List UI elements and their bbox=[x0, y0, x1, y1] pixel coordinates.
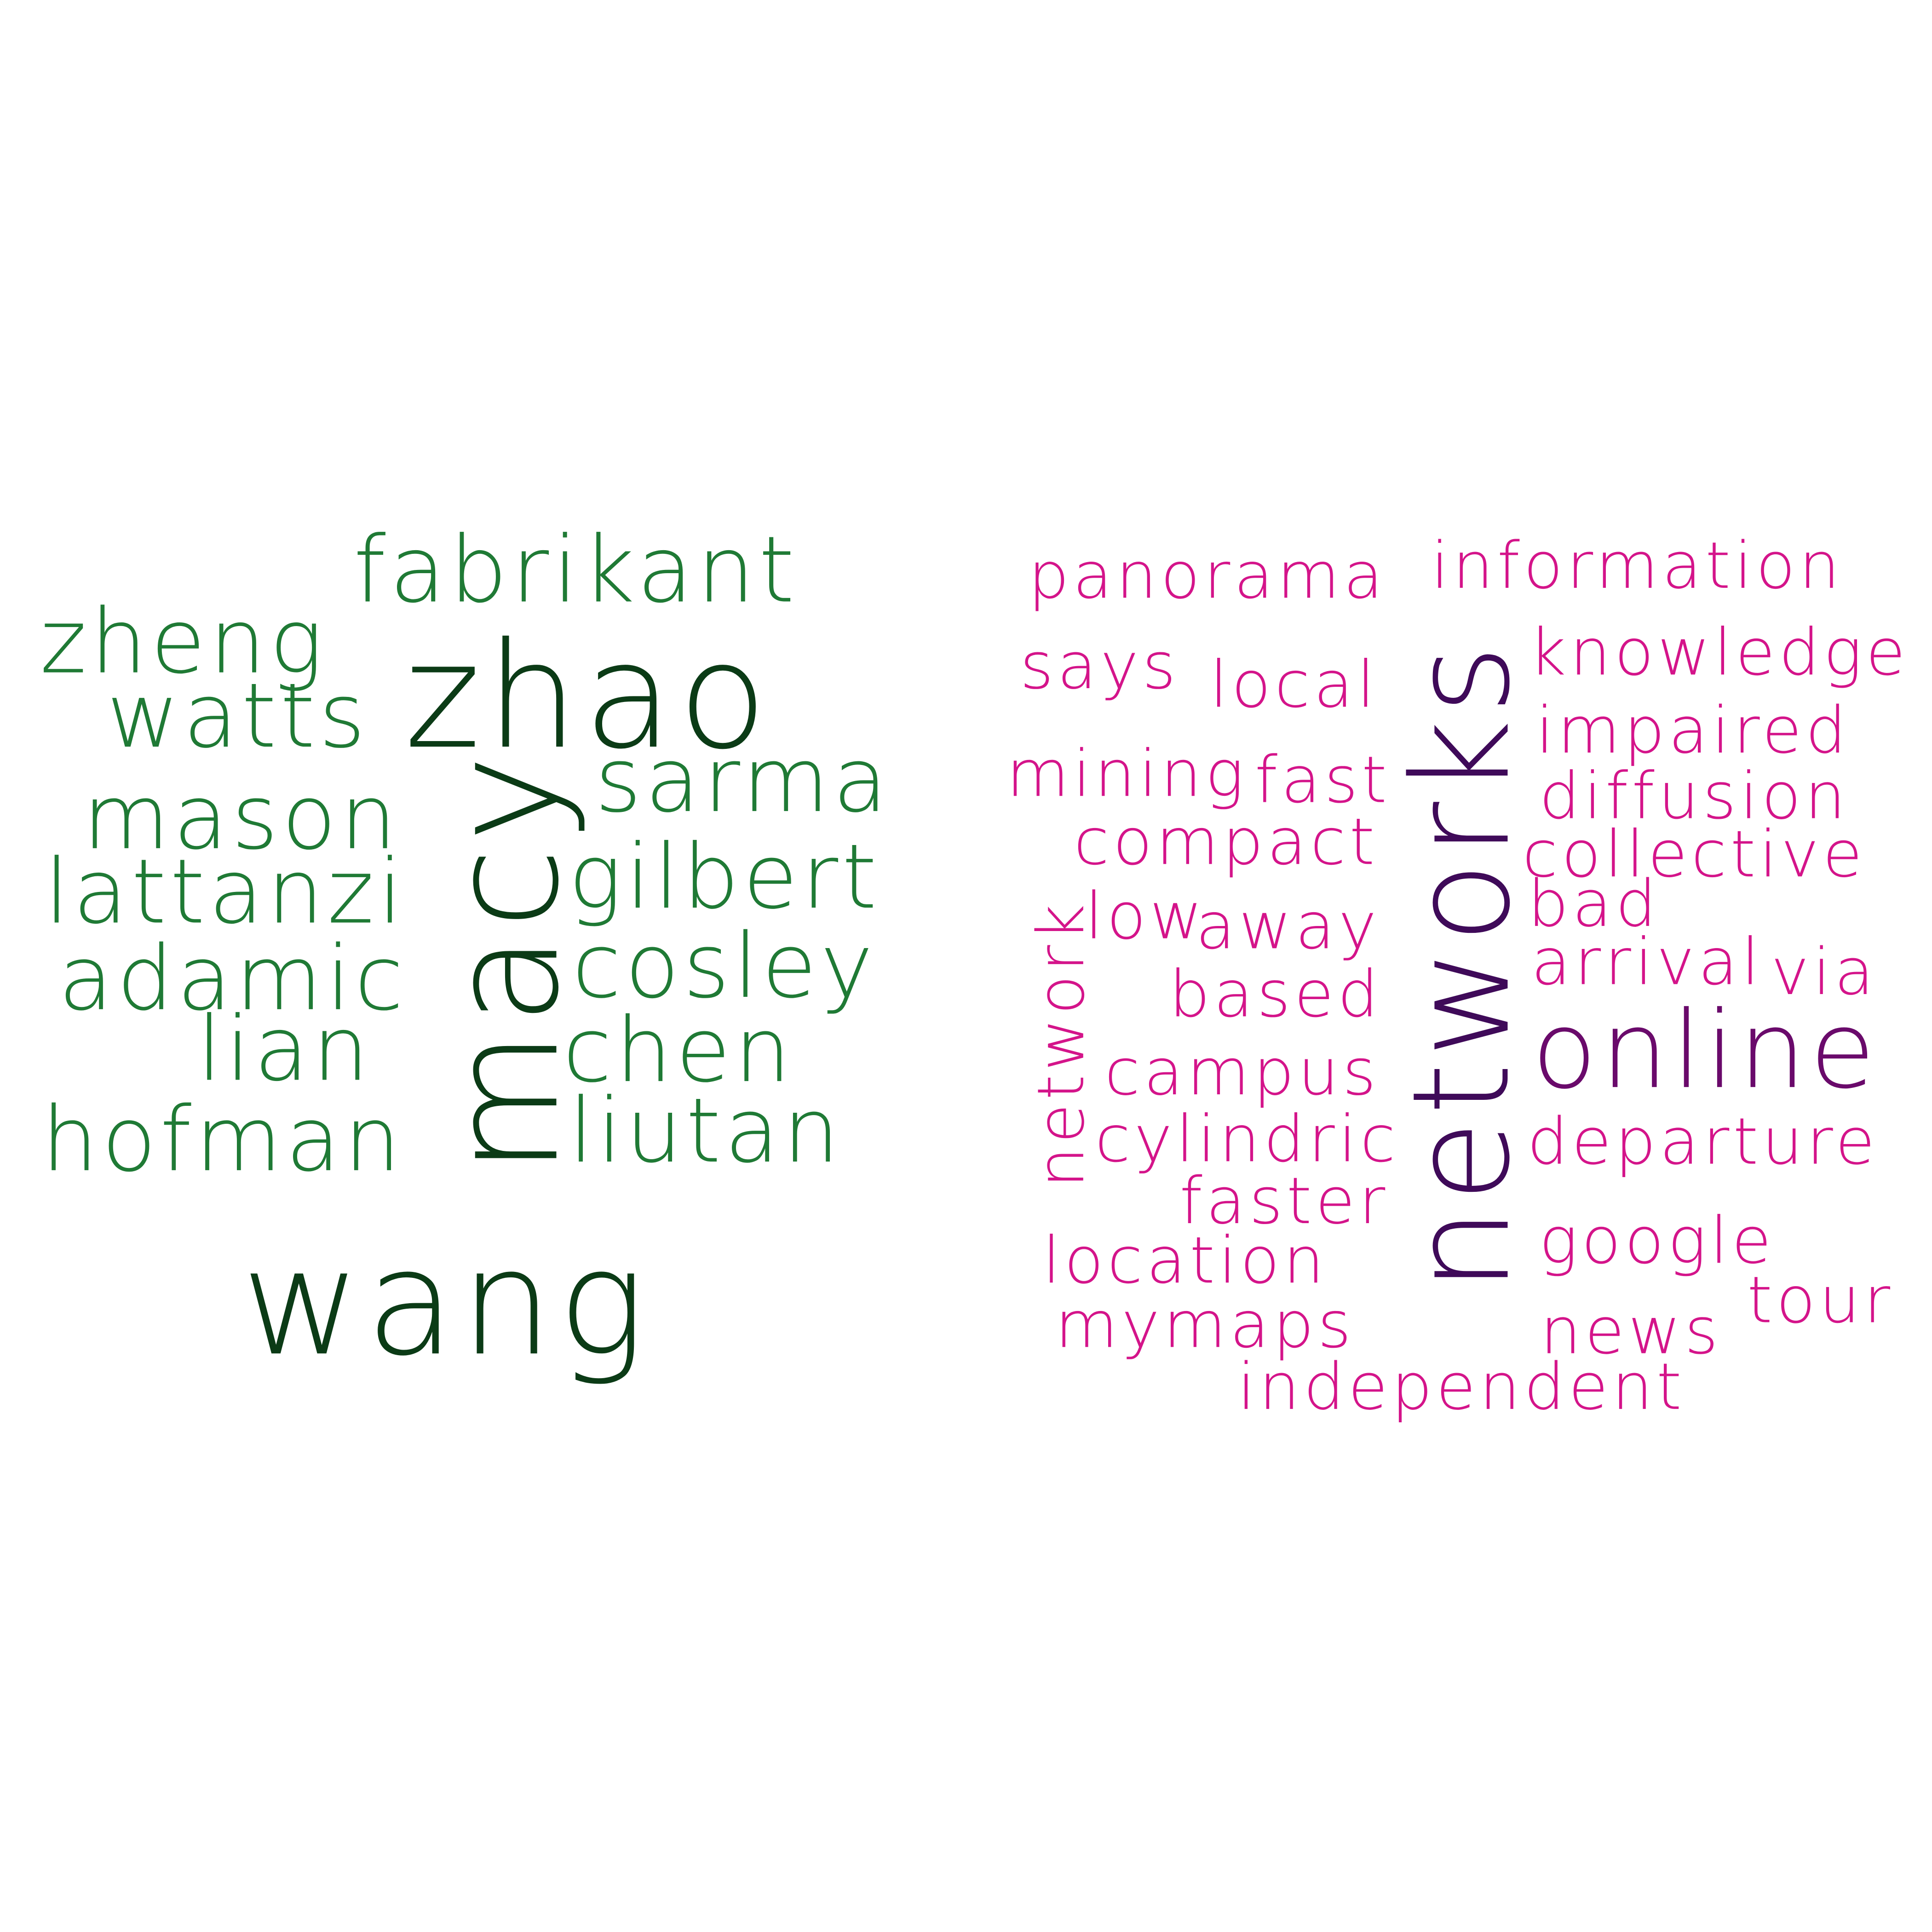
cloud-word-zhao: zhao bbox=[404, 611, 772, 781]
cloud-word-location: location bbox=[1042, 1223, 1328, 1298]
word-cloud-right: information panorama knowledge says local imp… bbox=[1006, 529, 1909, 1425]
cloud-word-hofman: hofman bbox=[41, 1087, 404, 1191]
cloud-word-google: google bbox=[1539, 1203, 1775, 1278]
cloud-word-news: news bbox=[1540, 1294, 1722, 1369]
cloud-word-information: information bbox=[1431, 529, 1844, 604]
cloud-word-faster: faster bbox=[1179, 1164, 1389, 1239]
cloud-word-lian: lian bbox=[197, 997, 373, 1101]
cloud-word-networks: networks bbox=[1383, 640, 1539, 1292]
cloud-word-panorama: panorama bbox=[1028, 538, 1386, 613]
cloud-word-impaired: impaired bbox=[1536, 693, 1850, 768]
cloud-word-sarma: sarma bbox=[595, 728, 891, 832]
cloud-word-arrival: arrival bbox=[1531, 925, 1763, 1000]
cloud-word-macy: macy bbox=[419, 750, 592, 1175]
cloud-word-gilbert: gilbert bbox=[569, 825, 881, 929]
cloud-word-campus: campus bbox=[1104, 1035, 1380, 1110]
cloud-word-mymaps: mymaps bbox=[1055, 1288, 1355, 1363]
cloud-word-departure: departure bbox=[1527, 1104, 1879, 1179]
cloud-word-says: says bbox=[1020, 629, 1179, 704]
cloud-word-tour: tour bbox=[1747, 1263, 1894, 1338]
cloud-word-bad: bad bbox=[1528, 867, 1660, 942]
cloud-word-network: network bbox=[1024, 900, 1099, 1188]
cloud-word-compact: compact bbox=[1074, 805, 1378, 880]
cloud-word-cylindric: cylindric bbox=[1095, 1102, 1399, 1177]
cloud-word-independent: independent bbox=[1237, 1350, 1685, 1425]
cloud-word-lattanzi: lattanzi bbox=[45, 840, 406, 943]
cloud-word-watts: watts bbox=[107, 664, 369, 768]
cloud-word-fast: fast bbox=[1255, 743, 1391, 818]
cloud-word-zheng: zheng bbox=[40, 590, 327, 694]
cloud-word-liutan: liutan bbox=[569, 1079, 843, 1183]
cloud-word-cosley: cosley bbox=[572, 914, 877, 1018]
cloud-word-online: online bbox=[1532, 988, 1879, 1112]
cloud-word-adamic: adamic bbox=[58, 926, 407, 1030]
cloud-word-away: away bbox=[1196, 889, 1380, 964]
cloud-word-wang: wang bbox=[241, 1218, 650, 1388]
cloud-word-knowledge: knowledge bbox=[1529, 615, 1909, 690]
cloud-word-low: low bbox=[1085, 879, 1206, 954]
cloud-word-collective: collective bbox=[1523, 817, 1866, 892]
cloud-word-based: based bbox=[1169, 957, 1382, 1032]
cloud-word-mason: mason bbox=[83, 765, 400, 869]
cloud-word-chen: chen bbox=[563, 998, 794, 1102]
cloud-word-mining: mining bbox=[1006, 736, 1248, 811]
cloud-word-via: via bbox=[1771, 935, 1878, 1010]
cloud-word-diffusion: diffusion bbox=[1539, 759, 1849, 834]
cloud-word-local: local bbox=[1210, 647, 1379, 722]
cloud-word-fabrikant: fabrikant bbox=[353, 516, 798, 623]
